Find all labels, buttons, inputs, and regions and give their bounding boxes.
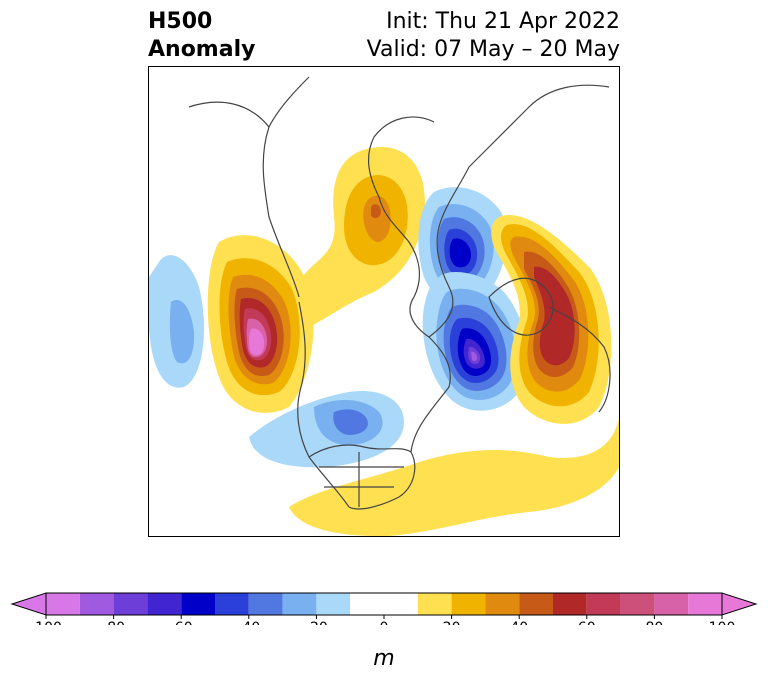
colorbar-tick-label: -80 bbox=[102, 620, 125, 625]
colorbar-tick-label: -40 bbox=[237, 620, 260, 625]
colorbar-swatch bbox=[688, 593, 722, 615]
colorbar-swatch bbox=[451, 593, 486, 615]
central-us-trough bbox=[249, 391, 404, 468]
map-canvas bbox=[149, 76, 619, 536]
colorbar-tick-label: -60 bbox=[170, 620, 193, 625]
colorbar-swatch bbox=[553, 593, 587, 615]
colorbar-swatch bbox=[215, 593, 249, 615]
colorbar-tick-label: 20 bbox=[443, 620, 461, 625]
colorbar-swatch bbox=[485, 593, 520, 615]
chart-title-right: Init: Thu 21 Apr 2022 Valid: 07 May – 20… bbox=[367, 8, 620, 64]
colorbar-swatch bbox=[181, 593, 215, 615]
title-variable: H500 bbox=[148, 9, 213, 34]
colorbar-swatch bbox=[519, 593, 553, 615]
colorbar-swatch bbox=[79, 593, 114, 615]
colorbar-swatch bbox=[620, 593, 655, 615]
arctic-trough bbox=[418, 187, 507, 305]
colorbar-swatch bbox=[316, 593, 351, 615]
se-us-ridge bbox=[289, 417, 619, 536]
colorbar-extend-min bbox=[10, 592, 47, 616]
colorbar-unit-label: m bbox=[373, 646, 395, 671]
colorbar: -100 -80 -60 -40 -20 0 20 40 60 80 100 bbox=[10, 592, 758, 625]
title-type: Anomaly bbox=[148, 37, 256, 62]
colorbar-swatch bbox=[113, 593, 148, 615]
valid-period: Valid: 07 May – 20 May bbox=[366, 37, 620, 62]
coastlines bbox=[188, 76, 611, 510]
central-asia-trough bbox=[422, 272, 528, 411]
colorbar-tick-label: 0 bbox=[380, 620, 389, 625]
chart-title-left: H500 Anomaly bbox=[148, 8, 255, 64]
pacific-trough-west bbox=[149, 255, 204, 388]
colorbar-swatch bbox=[248, 593, 283, 615]
init-date: Init: Thu 21 Apr 2022 bbox=[386, 9, 620, 34]
colorbar-swatch bbox=[586, 593, 621, 615]
colorbar-swatch bbox=[417, 593, 452, 615]
colorbar-tick-label: 60 bbox=[578, 620, 596, 625]
colorbar-swatch bbox=[350, 593, 418, 615]
colorbar-swatch bbox=[46, 593, 80, 615]
colorbar-swatch bbox=[147, 593, 182, 615]
colorbar-swatch bbox=[282, 593, 317, 615]
colorbar-tick-label: -100 bbox=[30, 620, 62, 625]
colorbar-tick-label: 40 bbox=[510, 620, 528, 625]
colorbar-tick-label: -20 bbox=[305, 620, 328, 625]
colorbar-tick-label: 80 bbox=[645, 620, 663, 625]
anomaly-map bbox=[148, 66, 620, 537]
colorbar-tick-label: 100 bbox=[709, 620, 736, 625]
pacific-ridge bbox=[207, 235, 314, 413]
canada-ridge bbox=[299, 147, 425, 327]
colorbar-extend-max bbox=[721, 592, 758, 616]
colorbar-swatch bbox=[654, 593, 689, 615]
